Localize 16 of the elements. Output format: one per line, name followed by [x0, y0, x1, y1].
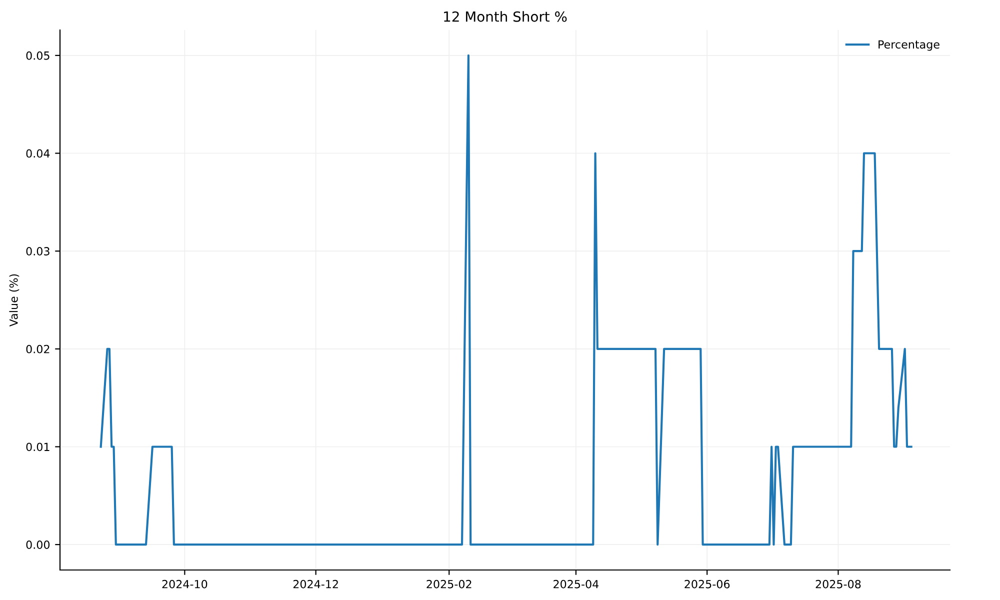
x-tick-label: 2025-08 [816, 580, 861, 588]
y-tick-label: 0.03 [26, 247, 50, 256]
y-tick-label: 0.02 [26, 344, 50, 354]
x-tick-label: 2024-12 [293, 580, 338, 588]
x-tick-label: 2025-02 [426, 580, 472, 588]
y-tick-label: 0.00 [26, 540, 50, 549]
y-tick-label: 0.01 [26, 442, 50, 452]
y-tick-label: 0.04 [26, 149, 50, 158]
x-tick-label: 2025-06 [684, 580, 730, 588]
line-series [100, 54, 912, 546]
y-axis-title: Value (%) [9, 274, 20, 327]
legend-label: Percentage [878, 40, 940, 51]
y-tick-label: 0.05 [26, 51, 50, 60]
x-tick-label: 2024-10 [162, 580, 208, 588]
chart-title: 12 Month Short % [444, 11, 567, 22]
x-tick-label: 2025-04 [554, 580, 599, 588]
